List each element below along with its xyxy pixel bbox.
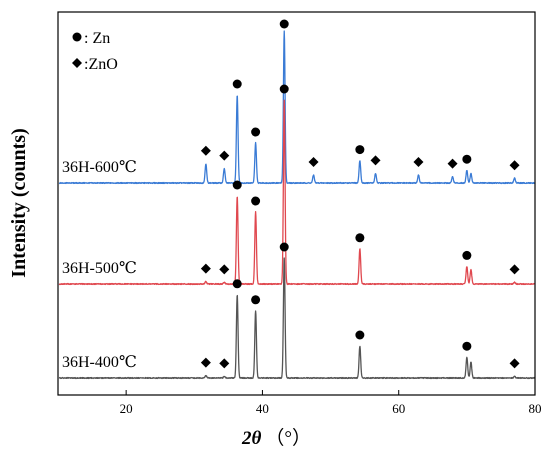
legend-zn-label: : Zn: [84, 30, 110, 47]
diffraction-traces: [58, 30, 536, 380]
zno-peak-marker: [370, 155, 381, 166]
zno-peak-marker: [219, 150, 230, 161]
trace-label-1: 36H-600℃: [62, 159, 137, 176]
phase-markers: [200, 19, 520, 369]
zno-peak-marker: [200, 145, 211, 156]
trace-3: [58, 257, 536, 380]
plot-frame: [57, 11, 536, 396]
zno-peak-marker: [219, 358, 230, 369]
zno-peak-marker: [200, 263, 211, 274]
x-tick-label: 80: [529, 401, 542, 416]
zn-peak-marker: [251, 127, 261, 137]
legend-zno-marker: [72, 58, 82, 68]
zn-peak-marker: [251, 295, 261, 305]
zn-peak-marker: [462, 341, 472, 351]
legend-zn-marker: [72, 32, 82, 42]
zno-peak-marker: [413, 157, 424, 167]
x-tick-label: 20: [120, 401, 133, 416]
trace-2: [58, 99, 536, 286]
zno-peak-marker: [200, 357, 211, 368]
legend-zno-label: :ZnO: [84, 56, 118, 73]
zno-peak-marker: [219, 264, 230, 275]
trace-labels: 36H-600℃ 36H-500℃ 36H-400℃: [62, 159, 137, 371]
zn-peak-marker: [462, 154, 472, 164]
zn-peak-marker: [355, 145, 365, 155]
zn-peak-marker: [251, 196, 261, 206]
zn-peak-marker: [279, 19, 289, 29]
zn-peak-marker: [462, 250, 472, 260]
trace-1: [58, 30, 536, 185]
zno-peak-marker: [509, 160, 520, 171]
zno-peak-marker: [509, 358, 520, 369]
x-axis-label-unit: （°）: [265, 427, 311, 449]
zno-peak-marker: [447, 158, 458, 169]
zn-peak-marker: [279, 242, 289, 252]
zn-peak-marker: [232, 180, 242, 190]
x-axis-label-symbol: 2θ: [241, 428, 262, 449]
trace-label-3: 36H-400℃: [62, 354, 137, 371]
x-tick-label: 60: [392, 401, 405, 416]
zn-peak-marker: [232, 279, 242, 289]
x-axis-ticks: 20 40 60 80: [120, 390, 542, 416]
zn-peak-marker: [279, 84, 289, 94]
zno-peak-marker: [308, 157, 319, 167]
x-tick-label: 40: [256, 401, 269, 416]
zno-peak-marker: [509, 264, 520, 275]
y-axis-label: Intensity (counts): [8, 128, 30, 277]
zn-peak-marker: [355, 330, 365, 340]
legend: : Zn :ZnO: [72, 30, 118, 73]
trace-label-2: 36H-500℃: [62, 260, 137, 277]
x-axis-label: 2θ （°）: [241, 427, 311, 449]
zn-peak-marker: [355, 233, 365, 243]
zn-peak-marker: [232, 79, 242, 89]
